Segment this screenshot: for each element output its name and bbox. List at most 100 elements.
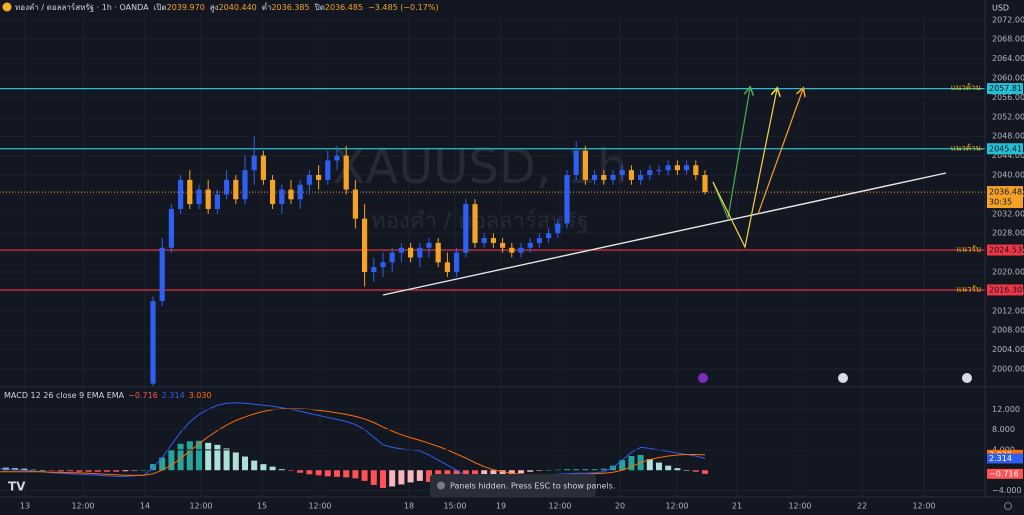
countdown: 30:35 [989,198,1012,207]
candle-body [270,179,276,205]
histogram-bar [352,470,359,479]
histogram-bar [196,440,202,471]
macd-line [0,402,706,484]
macd-legend-value: 2.314 [162,391,185,400]
level-name: แนวรับ [957,245,982,254]
histogram-bar [242,456,248,471]
y-tick-label: 2048.000 [992,132,1024,141]
x-tick-label: 12:00 [788,502,811,511]
histogram-bar [140,470,147,471]
settings-icon[interactable] [1004,502,1012,510]
change: −3.485 (−0.17%) [368,3,439,12]
candle-body [481,238,487,243]
histogram-bar [389,470,396,487]
histogram-bar [518,470,524,474]
x-tick-label: 15:00 [443,502,466,511]
candle-body [619,170,625,176]
histogram-bar [30,469,37,471]
macd-plot [0,402,708,488]
level-tag [987,83,1023,95]
histogram-bar [186,441,193,471]
candle-body [196,189,202,205]
ohlc-value: 2040.440 [219,3,257,12]
x-tick-label: 15 [257,502,267,511]
x-tick-label: 12:00 [665,502,688,511]
scenario-arrow [757,89,803,215]
histogram-bar [12,468,18,471]
histogram-bar [269,466,276,471]
y-tick-label: 2060.000 [992,74,1024,83]
ohlc-label: สูง [210,3,219,13]
candle-body [674,165,680,171]
candle-body [435,242,441,263]
candle-body [297,184,303,200]
histogram-bar [214,444,221,471]
event-icon[interactable] [698,373,708,383]
candle-body [352,189,358,219]
level-value: 2057.817 [989,84,1024,93]
histogram-bar [683,470,690,471]
histogram-bar [104,470,110,472]
symbol-icon [2,2,12,12]
histogram-bar [94,470,101,472]
histogram-bar [545,470,552,471]
histogram-bar [113,470,120,472]
candle-body [233,179,239,200]
candles [150,136,708,386]
macd-tick-label: 12.000 [992,405,1020,414]
ohlc-label: เปิด [154,3,167,12]
candle-body [444,262,450,273]
level-value: 2045.413 [989,144,1024,153]
candle-body [472,204,478,243]
y-tick-label: 2020.000 [992,268,1024,277]
level-value: 2024.533 [989,246,1024,255]
histogram-bar [85,470,92,472]
candle-body [656,170,662,172]
candle-body [408,247,414,258]
histogram-bar [536,470,543,471]
level-tag [987,244,1023,256]
macd-tag-text: 2.314 [989,454,1012,463]
last-price-value: 2036.485 [989,188,1024,197]
event-icon[interactable] [838,373,848,383]
x-tick-label: 12:00 [189,502,212,511]
grid [0,14,985,497]
logo: TV [8,480,26,494]
candle-body [362,218,368,273]
toast-text: Panels hidden. Press ESC to show panels. [450,482,615,491]
histogram-bar [692,470,699,472]
candle-body [518,247,524,253]
candle-body [306,175,312,185]
toast: Panels hidden. Press ESC to show panels. [430,474,615,497]
event-icon[interactable] [962,373,972,383]
macd-tag-text: −0.716 [989,469,1019,478]
time-axis: 13 12:00 14 12:00 15 12:00 18 15:00 19 12:00 20 12:… [20,502,936,511]
histogram-bar [205,442,212,471]
candle-body [371,267,377,273]
candle-body [288,189,294,200]
candle-body [564,175,570,224]
y-tick-label: 2028.000 [992,229,1024,238]
histogram-bar [702,470,708,474]
x-tick-label: 18 [404,502,414,511]
histogram-bar [564,469,570,471]
macd-tick-label: 8.000 [992,425,1015,434]
price-axis: 2072.000 2068.000 2064.000 2060.000 2056.000… [987,15,1024,495]
logo-mark: TV [8,480,26,494]
histogram-bar [306,470,313,475]
last-price-tag [987,186,1023,209]
histogram-bar [223,448,230,471]
candle-body [168,208,174,248]
histogram-bar [361,470,368,481]
x-tick-label: 20 [615,502,625,511]
histogram-bar [278,469,285,471]
candle-body [684,165,690,171]
candle-body [454,252,460,273]
x-tick-label: 12:00 [912,502,935,511]
y-tick-label: 2012.000 [992,306,1024,315]
y-tick-label: 2040.000 [992,171,1024,180]
candle-body [178,179,184,209]
histogram-bar [251,460,258,471]
y-tick-label: 2008.000 [992,326,1024,335]
candle-body [398,247,404,253]
